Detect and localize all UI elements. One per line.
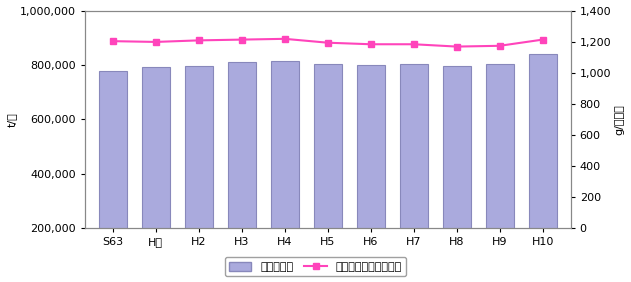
一人当りのごみ排出量 (152, 40, 160, 44)
Bar (486, 64, 514, 282)
Bar (357, 65, 385, 282)
Bar (271, 61, 298, 282)
Legend: ごみ排出量, 一人当りのごみ排出量: ごみ排出量, 一人当りのごみ排出量 (225, 257, 406, 276)
Bar (443, 66, 471, 282)
Y-axis label: g/人・日: g/人・日 (614, 104, 624, 135)
一人当りのごみ排出量 (195, 39, 203, 42)
一人当りのごみ排出量 (496, 44, 504, 47)
一人当りのごみ排出量 (539, 38, 546, 41)
Bar (142, 67, 170, 282)
一人当りのごみ排出量 (281, 37, 288, 41)
Y-axis label: t/年: t/年 (7, 112, 17, 127)
一人当りのごみ排出量 (367, 43, 374, 46)
Bar (399, 64, 428, 282)
一人当りのごみ排出量 (453, 45, 461, 48)
一人当りのごみ排出量 (238, 38, 245, 41)
一人当りのごみ排出量 (109, 39, 117, 43)
Bar (228, 62, 256, 282)
Bar (98, 70, 127, 282)
Bar (185, 66, 213, 282)
一人当りのごみ排出量 (410, 43, 418, 46)
Bar (529, 54, 557, 282)
Bar (314, 64, 341, 282)
Line: 一人当りのごみ排出量: 一人当りのごみ排出量 (110, 36, 545, 49)
一人当りのごみ排出量 (324, 41, 331, 44)
